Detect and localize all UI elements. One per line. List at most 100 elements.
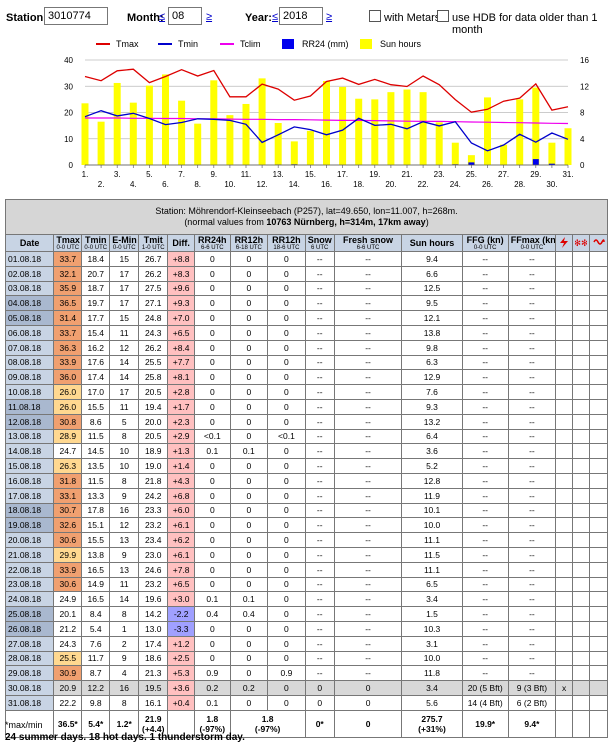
station-input[interactable] xyxy=(44,7,108,25)
event-cell xyxy=(572,324,591,341)
value-cell: 0.1 xyxy=(229,443,269,460)
sun-bar xyxy=(129,102,137,165)
event-cell xyxy=(572,458,591,474)
summary-value: 1.8 xyxy=(206,713,219,724)
event-cell xyxy=(555,561,574,578)
value-cell: 9.3 xyxy=(401,398,463,415)
value-cell: 27.5 xyxy=(138,280,169,297)
value-cell: +1.2 xyxy=(167,635,196,652)
header-label: Tmit xyxy=(143,235,163,246)
sun-bar xyxy=(290,141,298,165)
event-cell xyxy=(555,576,574,593)
month-input[interactable] xyxy=(168,7,202,25)
table-row: 26.08.18 21.2 5.4 1 13.0 -3.3 0 0 0 -- -- 10.3 -- -- xyxy=(4,620,608,637)
value-cell: 0 xyxy=(194,650,231,667)
value-cell: 0 xyxy=(267,458,306,474)
value-cell: 0 xyxy=(229,532,269,548)
value-cell: 0.9 xyxy=(194,665,231,682)
table-row: 16.08.18 31.8 11.5 8 21.8 +4.3 0 0 0 -- -- 12.8 -- -- xyxy=(4,472,608,489)
event-cell xyxy=(555,606,574,622)
y-tick-left: 20 xyxy=(64,109,73,118)
sun-bar xyxy=(339,86,347,165)
value-cell: 13.3 xyxy=(81,487,111,504)
station-label: Station: xyxy=(6,12,47,24)
event-cell xyxy=(589,398,608,415)
year-input[interactable] xyxy=(279,7,323,25)
value-cell: -- xyxy=(507,472,557,489)
value-cell: 13 xyxy=(109,561,140,578)
event-cell xyxy=(555,398,574,415)
event-cell xyxy=(572,532,591,548)
header-sublabel: 18-6 UTC xyxy=(273,245,300,251)
value-cell: 7.6 xyxy=(81,635,111,652)
value-cell: -- xyxy=(507,251,557,267)
value-cell: -- xyxy=(507,443,557,460)
event-cell xyxy=(572,354,591,371)
value-cell: -- xyxy=(333,384,403,400)
event-cell xyxy=(572,443,591,460)
value-cell: 12 xyxy=(109,517,140,534)
value-cell: -- xyxy=(333,517,403,534)
value-cell: -- xyxy=(304,591,335,608)
value-cell: 9 xyxy=(109,546,140,563)
x-tick-label: 28. xyxy=(514,180,525,189)
hdb-checkbox[interactable] xyxy=(437,10,449,22)
date-cell: 06.08.18 xyxy=(4,324,55,341)
x-tick-label: 22. xyxy=(418,180,429,189)
value-cell: 14.9 xyxy=(81,576,111,593)
event-cell xyxy=(589,502,608,519)
event-cell xyxy=(555,502,574,519)
value-cell: 11.5 xyxy=(81,472,111,489)
value-cell: 0 xyxy=(267,324,306,341)
value-cell: 15.4 xyxy=(81,324,111,341)
value-cell: -- xyxy=(304,635,335,652)
year-next-link[interactable]: ≥ xyxy=(326,11,333,23)
value-cell: 12.8 xyxy=(401,472,463,489)
summary-cell: 0* xyxy=(304,709,335,738)
value-cell: -- xyxy=(461,443,509,460)
value-cell: 9.4 xyxy=(401,251,463,267)
month-next-link[interactable]: ≥ xyxy=(206,11,213,23)
value-cell: -- xyxy=(304,517,335,534)
value-cell: -- xyxy=(507,665,557,682)
table-row: 10.08.18 26.0 17.0 17 20.5 +2.8 0 0 0 -- -- 7.6 -- -- xyxy=(4,384,608,400)
value-cell: -- xyxy=(333,620,403,637)
value-cell: 13.0 xyxy=(138,620,169,637)
value-cell: +3.6 xyxy=(167,680,196,696)
value-cell: -- xyxy=(461,591,509,608)
date-cell: 08.08.18 xyxy=(4,354,55,371)
value-cell: 32.6 xyxy=(53,517,83,534)
summary-cell: 9.4* xyxy=(507,709,557,738)
sun-bar xyxy=(258,78,266,165)
value-cell: 15 xyxy=(109,251,140,267)
legend-label: Tmax xyxy=(116,39,139,49)
value-cell: -- xyxy=(333,458,403,474)
value-cell: -- xyxy=(304,384,335,400)
table-row: 17.08.18 33.1 13.3 9 24.2 +6.8 0 0 0 -- -- 11.9 -- -- xyxy=(4,487,608,504)
x-tick-label: 31. xyxy=(562,170,573,179)
x-tick-label: 12. xyxy=(257,180,268,189)
date-cell: 18.08.18 xyxy=(4,502,55,519)
table-row: 21.08.18 29.9 13.8 9 23.0 +6.1 0 0 0 -- -- 11.5 -- -- xyxy=(4,546,608,563)
value-cell: 0 xyxy=(267,650,306,667)
value-cell: -- xyxy=(507,561,557,578)
summary-cell: 5.4* xyxy=(81,709,111,738)
summary-value: (+31%) xyxy=(418,723,446,734)
value-cell: 0.2 xyxy=(194,680,231,696)
y-tick-right: 8 xyxy=(580,109,585,118)
date-cell: 20.08.18 xyxy=(4,532,55,548)
value-cell: -- xyxy=(304,280,335,297)
metars-checkbox[interactable] xyxy=(369,10,381,22)
value-cell: 0 xyxy=(267,487,306,504)
value-cell: 21.2 xyxy=(53,620,83,637)
event-cell xyxy=(555,324,574,341)
value-cell: +9.6 xyxy=(167,280,196,297)
month-prev-link[interactable]: ≤ xyxy=(159,11,166,23)
header-sublabel: 0-0 UTC xyxy=(56,245,80,251)
value-cell: 6.5 xyxy=(401,576,463,593)
date-cell: 19.08.18 xyxy=(4,517,55,534)
event-cell xyxy=(572,665,591,682)
year-prev-link[interactable]: ≤ xyxy=(272,11,279,23)
value-cell: 0 xyxy=(194,472,231,489)
header-sublabel: 0-0 UTC xyxy=(84,245,108,251)
